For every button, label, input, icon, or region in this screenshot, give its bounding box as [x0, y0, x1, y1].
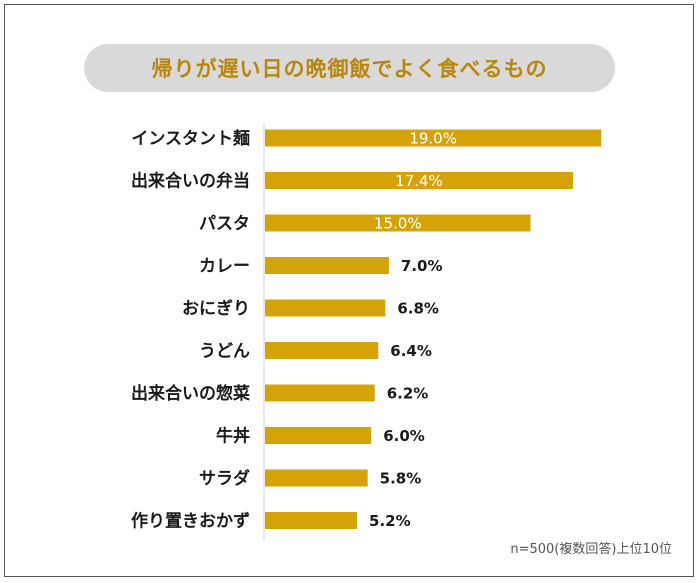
category-label: 出来合いの惣菜 — [131, 383, 251, 404]
value-label: 6.0% — [383, 427, 425, 445]
bar — [265, 342, 379, 359]
bar — [265, 214, 531, 232]
bar — [265, 427, 372, 444]
bar — [265, 257, 389, 274]
value-label: 5.8% — [380, 470, 422, 488]
bar — [265, 384, 375, 402]
category-label: パスタ — [199, 214, 250, 234]
value-label: 5.2% — [369, 512, 411, 530]
value-label: 6.4% — [390, 342, 432, 360]
bar — [265, 129, 602, 147]
category-label: 作り置きおかず — [131, 511, 250, 532]
title-banner: 帰りが遅い日の晩御飯でよく食べるもの — [84, 44, 615, 92]
footnote: n=500(複数回答)上位10位 — [510, 542, 672, 557]
value-label: 15.0% — [374, 215, 422, 233]
category-label: 出来合いの弁当 — [131, 171, 250, 192]
category-label: おにぎり — [182, 298, 250, 319]
category-label: うどん — [199, 342, 250, 362]
value-label: 6.2% — [387, 385, 429, 403]
category-label: インスタント麺 — [131, 129, 250, 149]
category-label: サラダ — [199, 468, 250, 489]
value-label: 19.0% — [409, 130, 457, 148]
category-label: カレー — [199, 257, 250, 277]
bar — [265, 469, 368, 487]
value-label: 17.4% — [395, 172, 443, 190]
bar — [265, 512, 358, 529]
bar — [265, 299, 386, 317]
value-label: 6.8% — [397, 300, 439, 318]
category-label: 牛丼 — [216, 426, 250, 447]
value-label: 7.0% — [401, 257, 443, 275]
bar — [265, 172, 573, 189]
chart-title: 帰りが遅い日の晩御飯でよく食べるもの — [151, 57, 548, 81]
